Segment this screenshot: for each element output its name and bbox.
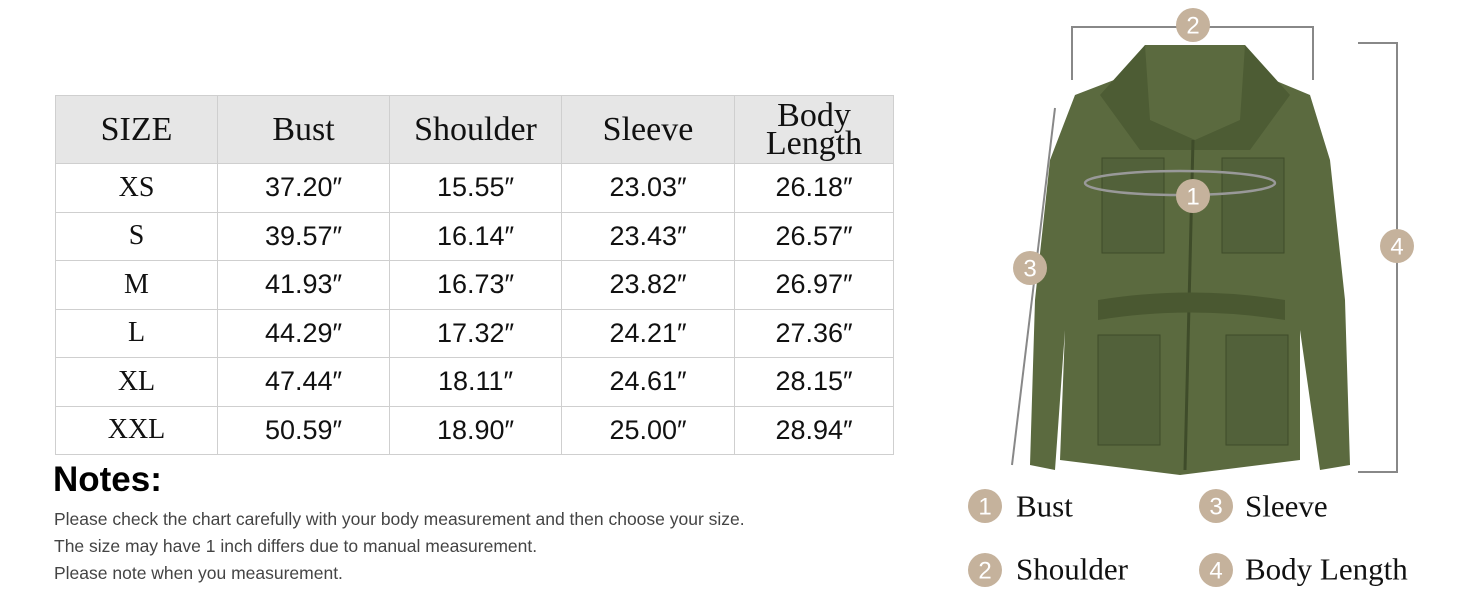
header-cell: SIZE	[55, 95, 218, 164]
note-line: The size may have 1 inch differs due to …	[54, 536, 538, 556]
marker-number: 2	[1186, 13, 1199, 40]
value-cell: 25.00″	[561, 405, 735, 455]
marker	[1380, 229, 1414, 263]
size-cell: XS	[55, 163, 218, 213]
legend-marker	[968, 553, 1002, 587]
table-row: XXL 50.59″ 18.90″ 25.00″ 28.94″	[55, 405, 894, 455]
legend-label: Sleeve	[1245, 489, 1328, 524]
header-row: SIZE Bust Shoulder Sleeve Body Length	[55, 95, 894, 164]
sleeve-line	[1011, 107, 1056, 466]
header-cell: Sleeve	[561, 95, 735, 164]
legend-number: 1	[978, 494, 991, 521]
size-cell: M	[55, 260, 218, 310]
header-cell: Shoulder	[389, 95, 562, 164]
value-cell: 27.36″	[734, 308, 894, 358]
size-cell: XXL	[55, 405, 218, 455]
size-table: SIZE Bust Shoulder Sleeve Body Length XS 37.2…	[55, 95, 894, 455]
legend-number: 2	[978, 558, 991, 585]
legend-label: Bust	[1016, 489, 1073, 524]
jacket	[1030, 45, 1350, 475]
note-line: Please check the chart carefully with yo…	[54, 509, 745, 529]
value-cell: 24.21″	[561, 308, 735, 358]
note-line: Please note when you measurement.	[54, 563, 343, 583]
legend-marker	[1199, 553, 1233, 587]
value-cell: 23.43″	[561, 211, 735, 261]
value-cell: 26.97″	[734, 260, 894, 310]
table-row: S 39.57″ 16.14″ 23.43″ 26.57″	[55, 211, 894, 261]
value-cell: 28.15″	[734, 357, 894, 407]
table-row: XL 47.44″ 18.11″ 24.61″ 28.15″	[55, 357, 894, 407]
value-cell: 24.61″	[561, 357, 735, 407]
marker-number: 1	[1186, 184, 1199, 211]
marker-number: 3	[1023, 256, 1036, 283]
value-cell: 44.29″	[217, 308, 390, 358]
value-cell: 16.14″	[389, 211, 562, 261]
legend-number: 4	[1209, 558, 1222, 585]
marker	[1176, 8, 1210, 42]
marker-number: 4	[1390, 234, 1403, 261]
marker	[1176, 179, 1210, 213]
legend-label: Body Length	[1245, 552, 1408, 587]
legend-label: Shoulder	[1016, 552, 1129, 587]
table-row: XS 37.20″ 15.55″ 23.03″ 26.18″	[55, 163, 894, 213]
value-cell: 26.18″	[734, 163, 894, 213]
table-body: XS 37.20″ 15.55″ 23.03″ 26.18″ S 39.57″ 16.14″ 2…	[55, 163, 894, 455]
value-cell: 28.94″	[734, 405, 894, 455]
legend-marker	[968, 489, 1002, 523]
value-cell: 50.59″	[217, 405, 390, 455]
value-cell: 41.93″	[217, 260, 390, 310]
value-cell: 37.20″	[217, 163, 390, 213]
legend-number: 3	[1209, 494, 1222, 521]
value-cell: 26.57″	[734, 211, 894, 261]
value-cell: 23.82″	[561, 260, 735, 310]
value-cell: 23.03″	[561, 163, 735, 213]
value-cell: 47.44″	[217, 357, 390, 407]
header-cell: Body Length	[734, 95, 894, 164]
legend-marker	[1199, 489, 1233, 523]
marker	[1013, 251, 1047, 285]
size-cell: L	[55, 308, 218, 358]
notes-title: Notes:	[53, 460, 162, 499]
value-cell: 18.90″	[389, 405, 562, 455]
